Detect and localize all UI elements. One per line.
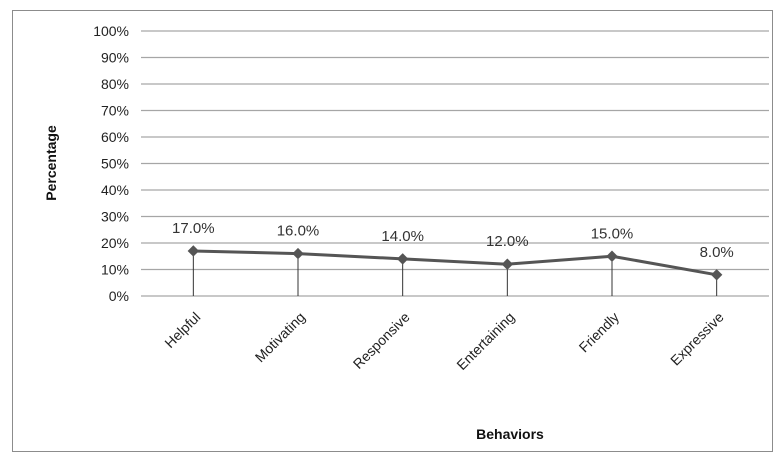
data-point-marker — [396, 253, 409, 265]
x-category-label: Helpful — [161, 309, 203, 351]
x-category-label: Entertaining — [453, 309, 517, 373]
drop-lines — [192, 250, 718, 296]
x-category-label: Expressive — [667, 309, 727, 369]
y-tick-label: 90% — [101, 50, 129, 66]
data-point-marker — [606, 250, 618, 262]
data-label: 8.0% — [700, 244, 734, 261]
x-axis-title: Behaviors — [476, 426, 544, 442]
y-axis-tick-labels: 0% 10% 20% 30% 40% 50% 60% 70% 80% 90% 100% — [93, 23, 129, 304]
x-category-label: Friendly — [576, 309, 623, 356]
x-category-label: Responsive — [350, 309, 413, 372]
data-point-marker — [292, 247, 304, 260]
data-label: 17.0% — [172, 220, 215, 237]
y-axis-title: Percentage — [43, 125, 59, 201]
series-line — [193, 249, 717, 277]
y-tick-label: 70% — [101, 103, 129, 119]
data-point-marker — [501, 258, 514, 270]
data-label: 14.0% — [381, 228, 424, 245]
y-tick-label: 30% — [101, 209, 129, 225]
y-tick-label: 60% — [101, 129, 129, 145]
data-label: 12.0% — [486, 233, 529, 250]
data-point-marker — [187, 245, 200, 257]
y-tick-label: 100% — [93, 23, 129, 39]
x-category-label: Motivating — [252, 309, 308, 365]
data-label: 16.0% — [277, 223, 320, 240]
data-point-marker — [710, 269, 723, 281]
y-tick-label: 80% — [101, 76, 129, 92]
y-tick-label: 0% — [109, 288, 129, 304]
y-tick-label: 20% — [101, 235, 129, 251]
y-tick-label: 50% — [101, 156, 129, 172]
series — [187, 245, 723, 281]
data-labels: 17.0% 16.0% 14.0% 12.0% 15.0% 8.0% — [172, 220, 734, 261]
data-label: 15.0% — [591, 225, 634, 242]
gridlines — [141, 30, 769, 297]
y-tick-label: 10% — [101, 262, 129, 278]
y-tick-label: 40% — [101, 182, 129, 198]
x-axis-category-labels: Helpful Motivating Responsive Entertaining F… — [161, 309, 727, 373]
